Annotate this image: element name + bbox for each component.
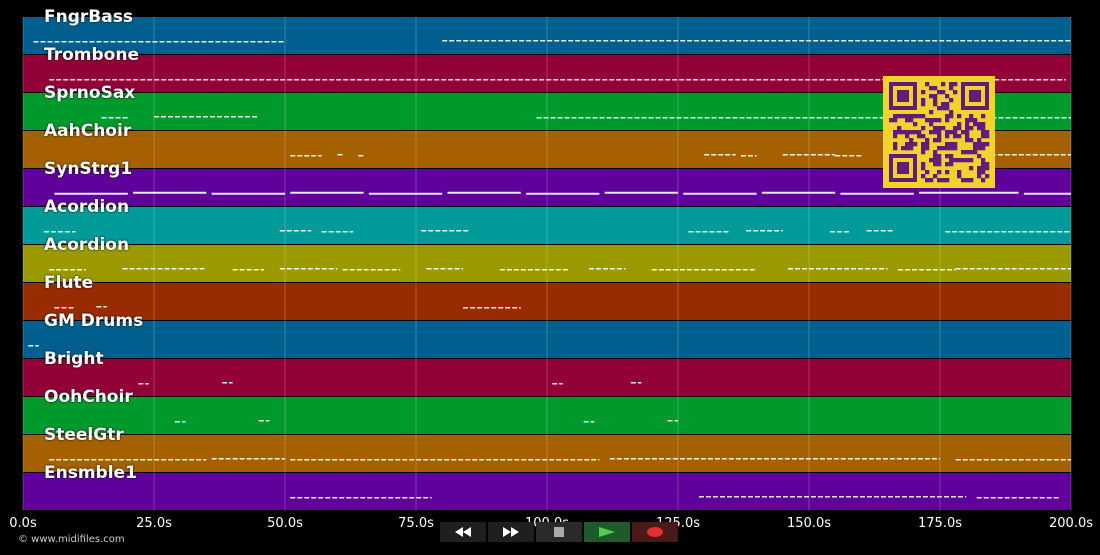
rewind-icon: [455, 527, 471, 537]
time-tick-label: 25.0s: [136, 516, 172, 531]
track-label: Bright: [44, 349, 104, 369]
track-label: SteelGtr: [44, 425, 124, 445]
play-icon: [599, 527, 615, 537]
fast-forward-icon: [503, 527, 519, 537]
track-label: SynStrg1: [44, 159, 133, 179]
track-lane[interactable]: [23, 321, 1071, 358]
time-tick-label: 200.0s: [1049, 516, 1093, 531]
track-lane[interactable]: [23, 17, 1071, 54]
track-lane[interactable]: [23, 473, 1071, 510]
stop-icon: [554, 527, 564, 537]
qr-code[interactable]: [883, 76, 995, 188]
record-icon: [647, 527, 663, 537]
credit-text: © www.midifiles.com: [18, 534, 125, 545]
track-label: Acordion: [44, 197, 130, 217]
play-button[interactable]: [584, 522, 630, 542]
track-label: Trombone: [44, 45, 139, 65]
time-tick-label: 0.0s: [9, 516, 37, 531]
track-lane[interactable]: [23, 397, 1071, 434]
track-label: AahChoir: [44, 121, 132, 141]
time-tick-label: 50.0s: [267, 516, 303, 531]
track-label: OohChoir: [44, 387, 133, 407]
rewind-button[interactable]: [440, 522, 486, 542]
track-label: FngrBass: [44, 7, 133, 27]
track-lane[interactable]: [23, 359, 1071, 396]
track-label: GM Drums: [44, 311, 144, 331]
time-tick-label: 75.0s: [398, 516, 434, 531]
track-label: Ensmble1: [44, 463, 137, 483]
track-label: Flute: [44, 273, 94, 293]
track-label: SprnoSax: [44, 83, 136, 103]
track-lane[interactable]: [23, 207, 1071, 244]
time-tick-label: 150.0s: [787, 516, 831, 531]
record-button[interactable]: [632, 522, 678, 542]
track-lane[interactable]: [23, 435, 1071, 472]
track-lane[interactable]: [23, 283, 1071, 320]
transport-controls: [440, 522, 678, 542]
fast-forward-button[interactable]: [488, 522, 534, 542]
time-tick-label: 175.0s: [918, 516, 962, 531]
qr-pattern: [889, 82, 990, 183]
track-lane[interactable]: [23, 245, 1071, 282]
track-label: Acordion: [44, 235, 130, 255]
stop-button[interactable]: [536, 522, 582, 542]
